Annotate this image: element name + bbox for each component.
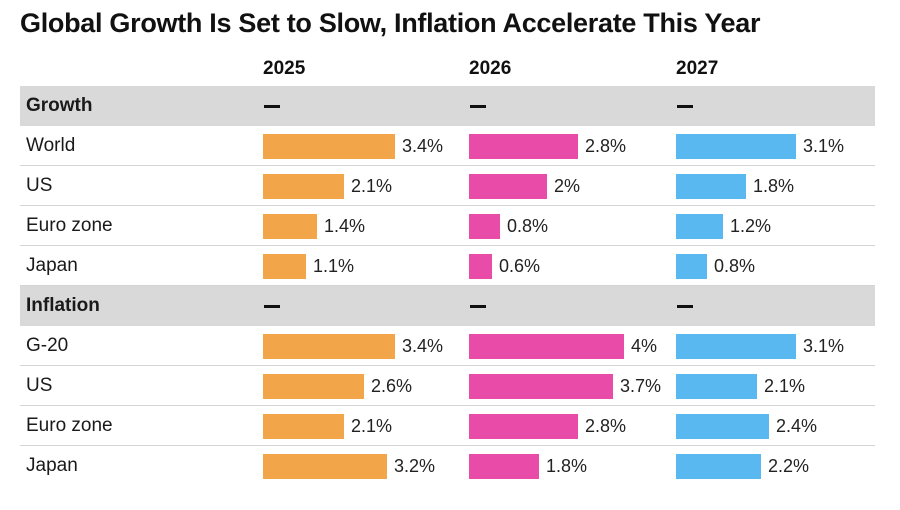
chart-title: Global Growth Is Set to Slow, Inflation … bbox=[20, 8, 761, 38]
row-label: Euro zone bbox=[26, 215, 113, 236]
bar-2027 bbox=[676, 254, 707, 279]
section-header-row: Inflation bbox=[20, 286, 875, 326]
column-header-2026: 2026 bbox=[469, 58, 512, 79]
column-header-2025: 2025 bbox=[263, 58, 306, 79]
bar-2026 bbox=[469, 374, 613, 399]
row-label: Euro zone bbox=[26, 415, 113, 436]
data-label-2027: 2.4% bbox=[776, 416, 818, 436]
column-header-2027: 2027 bbox=[676, 58, 719, 79]
section-dash-2027 bbox=[677, 105, 693, 108]
section-header-row: Growth bbox=[20, 86, 875, 126]
data-label-2027: 2.1% bbox=[764, 376, 806, 396]
bar-2025 bbox=[263, 334, 395, 359]
table-row: Euro zone 2.1% 2.8% 2.4% bbox=[20, 406, 875, 446]
bar-2027 bbox=[676, 374, 757, 399]
data-label-2026: 0.8% bbox=[507, 216, 549, 236]
section-dash-2026 bbox=[470, 305, 486, 308]
section-label: Inflation bbox=[26, 295, 100, 316]
data-label-2027: 3.1% bbox=[803, 136, 845, 156]
data-label-2025: 3.4% bbox=[402, 336, 444, 356]
data-label-2025: 2.1% bbox=[351, 416, 393, 436]
table-row: World 3.4% 2.8% 3.1% bbox=[20, 126, 875, 166]
bar-2027 bbox=[676, 214, 723, 239]
row-label: World bbox=[26, 135, 76, 156]
table-row: US 2.6% 3.7% 2.1% bbox=[20, 366, 875, 406]
data-label-2025: 3.4% bbox=[402, 136, 444, 156]
data-label-2025: 1.1% bbox=[313, 256, 355, 276]
data-label-2027: 1.2% bbox=[730, 216, 772, 236]
data-label-2026: 0.6% bbox=[499, 256, 541, 276]
bar-2027 bbox=[676, 414, 769, 439]
bar-2025 bbox=[263, 414, 344, 439]
data-label-2027: 2.2% bbox=[768, 456, 810, 476]
bar-2026 bbox=[469, 174, 547, 199]
bar-2027 bbox=[676, 134, 796, 159]
bar-2027 bbox=[676, 454, 761, 479]
data-label-2027: 0.8% bbox=[714, 256, 756, 276]
section-dash-2025 bbox=[264, 105, 280, 108]
data-label-2026: 2% bbox=[554, 176, 581, 196]
data-label-2026: 3.7% bbox=[620, 376, 662, 396]
data-label-2025: 1.4% bbox=[324, 216, 366, 236]
data-label-2027: 3.1% bbox=[803, 336, 845, 356]
table-row: G-20 3.4% 4% 3.1% bbox=[20, 326, 875, 366]
row-label: US bbox=[26, 375, 53, 396]
data-label-2025: 3.2% bbox=[394, 456, 436, 476]
table-row: Euro zone 1.4% 0.8% 1.2% bbox=[20, 206, 875, 246]
table-row: Japan 1.1% 0.6% 0.8% bbox=[20, 246, 875, 286]
section-dash-2026 bbox=[470, 105, 486, 108]
bar-2025 bbox=[263, 254, 306, 279]
data-label-2027: 1.8% bbox=[753, 176, 795, 196]
bar-2025 bbox=[263, 374, 364, 399]
section-dash-2025 bbox=[264, 305, 280, 308]
data-label-2026: 2.8% bbox=[585, 416, 627, 436]
bar-2025 bbox=[263, 174, 344, 199]
bar-2026 bbox=[469, 214, 500, 239]
bar-2026 bbox=[469, 254, 492, 279]
bar-2025 bbox=[263, 214, 317, 239]
bar-2026 bbox=[469, 134, 578, 159]
table-row: Japan 3.2% 1.8% 2.2% bbox=[20, 446, 875, 486]
data-label-2025: 2.6% bbox=[371, 376, 413, 396]
chart-table: Growth World 3.4% 2.8% 3.1% US 2.1% 2% 1.8% Euro … bbox=[20, 86, 875, 486]
bar-2026 bbox=[469, 454, 539, 479]
data-label-2026: 2.8% bbox=[585, 136, 627, 156]
bar-2026 bbox=[469, 414, 578, 439]
section-label: Growth bbox=[26, 95, 93, 116]
data-label-2025: 2.1% bbox=[351, 176, 393, 196]
bar-2027 bbox=[676, 174, 746, 199]
row-label: US bbox=[26, 175, 53, 196]
row-label: G-20 bbox=[26, 335, 69, 356]
data-label-2026: 1.8% bbox=[546, 456, 588, 476]
bar-2025 bbox=[263, 134, 395, 159]
data-label-2026: 4% bbox=[631, 336, 658, 356]
bar-2026 bbox=[469, 334, 624, 359]
bar-2025 bbox=[263, 454, 387, 479]
section-dash-2027 bbox=[677, 305, 693, 308]
bar-2027 bbox=[676, 334, 796, 359]
row-label: Japan bbox=[26, 255, 78, 276]
row-label: Japan bbox=[26, 455, 78, 476]
table-row: US 2.1% 2% 1.8% bbox=[20, 166, 875, 206]
